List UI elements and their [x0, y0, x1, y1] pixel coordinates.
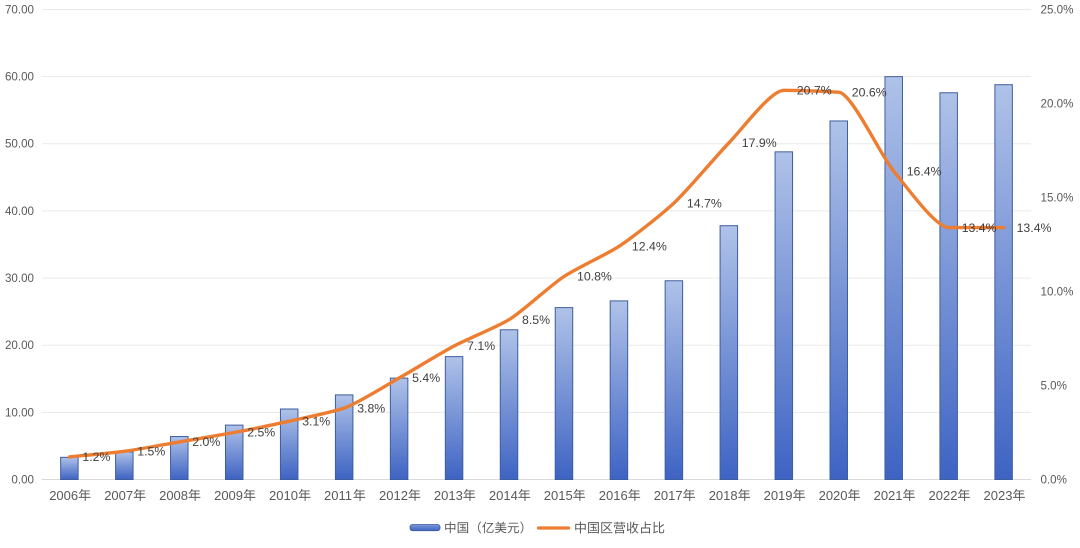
svg-text:20.0%: 20.0% — [1041, 97, 1074, 110]
svg-text:25.0%: 25.0% — [1041, 3, 1074, 16]
svg-text:16.4%: 16.4% — [907, 164, 942, 178]
svg-text:13.4%: 13.4% — [962, 221, 997, 235]
svg-text:2011: 2011 — [324, 488, 352, 503]
svg-text:2019: 2019 — [764, 488, 793, 503]
svg-text:60.00: 60.00 — [5, 71, 34, 84]
svg-text:2007: 2007 — [104, 488, 133, 503]
svg-text:13.4%: 13.4% — [1017, 221, 1052, 235]
svg-text:2009: 2009 — [214, 488, 243, 503]
svg-text:1.2%: 1.2% — [82, 450, 110, 464]
svg-text:12.4%: 12.4% — [632, 240, 667, 254]
svg-text:3.1%: 3.1% — [302, 414, 330, 428]
svg-text:20.6%: 20.6% — [852, 85, 887, 99]
svg-text:2023: 2023 — [984, 488, 1013, 503]
svg-text:10.8%: 10.8% — [577, 270, 612, 284]
svg-text:2008: 2008 — [159, 488, 188, 503]
svg-text:8.5%: 8.5% — [522, 313, 550, 327]
svg-text:0.00: 0.00 — [11, 473, 34, 486]
svg-text:15.0%: 15.0% — [1041, 191, 1074, 204]
svg-text:2013: 2013 — [434, 488, 463, 503]
svg-text:2017: 2017 — [654, 488, 683, 503]
svg-text:17.9%: 17.9% — [742, 136, 777, 150]
svg-text:20.00: 20.00 — [5, 339, 34, 352]
svg-text:70.00: 70.00 — [5, 3, 34, 16]
svg-text:5.4%: 5.4% — [412, 371, 440, 385]
svg-text:10.0%: 10.0% — [1041, 285, 1074, 298]
svg-text:2010: 2010 — [269, 488, 298, 503]
svg-text:2015: 2015 — [544, 488, 573, 503]
svg-text:3.8%: 3.8% — [357, 401, 385, 415]
svg-text:2006: 2006 — [49, 488, 78, 503]
svg-text:2014: 2014 — [489, 488, 518, 503]
svg-text:2.5%: 2.5% — [247, 426, 275, 440]
svg-text:14.7%: 14.7% — [687, 196, 722, 210]
svg-text:2020: 2020 — [819, 488, 848, 503]
svg-text:2012: 2012 — [379, 488, 408, 503]
svg-text:1.5%: 1.5% — [137, 445, 165, 459]
svg-text:5.0%: 5.0% — [1041, 379, 1067, 392]
svg-text:30.00: 30.00 — [5, 272, 34, 285]
svg-text:20.7%: 20.7% — [797, 84, 832, 98]
svg-text:2022: 2022 — [929, 488, 958, 503]
svg-text:2.0%: 2.0% — [192, 435, 220, 449]
svg-text:0.0%: 0.0% — [1041, 473, 1067, 486]
svg-text:40.00: 40.00 — [5, 205, 34, 218]
svg-text:2016: 2016 — [599, 488, 628, 503]
svg-text:2018: 2018 — [709, 488, 738, 503]
svg-text:2021: 2021 — [874, 488, 903, 503]
svg-text:50.00: 50.00 — [5, 138, 34, 151]
svg-text:10.00: 10.00 — [5, 406, 34, 419]
svg-text:7.1%: 7.1% — [467, 339, 495, 353]
